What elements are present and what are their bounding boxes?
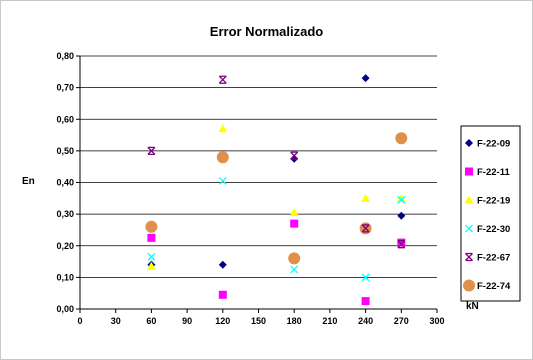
chart-title: Error Normalizado xyxy=(209,24,324,39)
legend-label: F-22-09 xyxy=(477,139,510,150)
x-axis-label: kN xyxy=(466,301,479,312)
legend-label: F-22-11 xyxy=(477,167,510,178)
y-tick-label: 0,80 xyxy=(56,51,74,61)
x-tick-label: 300 xyxy=(429,316,444,326)
data-point-f-22-19 xyxy=(146,261,156,270)
gridlines xyxy=(80,55,437,278)
y-tick-label: 0,00 xyxy=(56,304,74,314)
x-tick-label: 60 xyxy=(146,316,156,326)
legend-marker-f-22-09 xyxy=(465,139,473,147)
legend-marker-f-22-74 xyxy=(463,279,475,292)
legend-label: F-22-30 xyxy=(477,224,510,235)
legend-marker-f-22-67 xyxy=(465,252,473,262)
data-point-f-22-67 xyxy=(397,240,406,249)
y-tick-label: 0,60 xyxy=(56,114,74,124)
legend-box xyxy=(460,125,521,302)
data-point-f-22-19 xyxy=(396,193,406,202)
y-tick-label: 0,10 xyxy=(56,272,74,282)
x-tick-label: 240 xyxy=(358,316,373,326)
data-point-f-22-30 xyxy=(397,195,406,204)
legend-label: F-22-67 xyxy=(477,253,510,264)
y-tick-label: 0,20 xyxy=(56,241,74,251)
data-point-f-22-74 xyxy=(216,151,229,164)
y-axis-label: En xyxy=(22,176,35,187)
data-point-f-22-11 xyxy=(361,297,370,306)
x-tick-label: 120 xyxy=(215,316,230,326)
x-tick-label: 30 xyxy=(111,316,121,326)
data-point-f-22-11 xyxy=(397,238,406,247)
tick-labels: 0,00 0,10 0,20 0,30 0,40 0,50 0,60 0,70 0,80 0 30 6… xyxy=(56,51,444,326)
x-tick-label: 90 xyxy=(182,316,192,326)
data-point-f-22-11 xyxy=(290,219,299,228)
data-point-f-22-30 xyxy=(218,176,227,185)
data-point-f-22-19 xyxy=(361,193,371,202)
legend-marker-f-22-19 xyxy=(464,195,474,204)
x-tick-label: 0 xyxy=(77,316,82,326)
data-point-f-22-30 xyxy=(147,252,156,261)
y-tick-label: 0,70 xyxy=(56,83,74,93)
y-tick-label: 0,30 xyxy=(56,209,74,219)
axes xyxy=(76,55,438,313)
y-tick-label: 0,40 xyxy=(56,178,74,188)
data-point-f-22-09 xyxy=(218,260,227,269)
legend-label: F-22-19 xyxy=(477,196,510,207)
data-point-f-22-19 xyxy=(218,124,228,133)
x-tick-label: 270 xyxy=(394,316,409,326)
data-point-f-22-30 xyxy=(361,273,370,282)
data-point-f-22-19 xyxy=(289,208,299,217)
data-point-f-22-30 xyxy=(290,265,299,274)
data-point-f-22-09 xyxy=(361,74,370,83)
data-point-f-22-09 xyxy=(397,211,406,220)
x-tick-label: 150 xyxy=(251,316,266,326)
data-point-f-22-11 xyxy=(218,290,227,299)
legend: F-22-09 F-22-11 F-22-19 F-22-30 F-22-67 F-22-… xyxy=(460,125,521,302)
legend-marker-f-22-30 xyxy=(465,224,473,233)
data-point-f-22-67 xyxy=(290,151,299,160)
data-point-f-22-74 xyxy=(395,132,408,145)
data-points xyxy=(145,74,408,306)
x-tick-label: 180 xyxy=(287,316,302,326)
data-point-f-22-74 xyxy=(288,252,301,265)
data-point-f-22-67 xyxy=(361,224,370,233)
data-point-f-22-11 xyxy=(147,233,156,242)
y-tick-label: 0,50 xyxy=(56,146,74,156)
x-tick-label: 210 xyxy=(322,316,337,326)
legend-marker-f-22-11 xyxy=(465,167,473,176)
legend-label: F-22-74 xyxy=(477,281,511,292)
data-point-f-22-67 xyxy=(147,146,156,156)
data-point-f-22-67 xyxy=(218,75,227,84)
data-point-f-22-74 xyxy=(145,220,158,233)
